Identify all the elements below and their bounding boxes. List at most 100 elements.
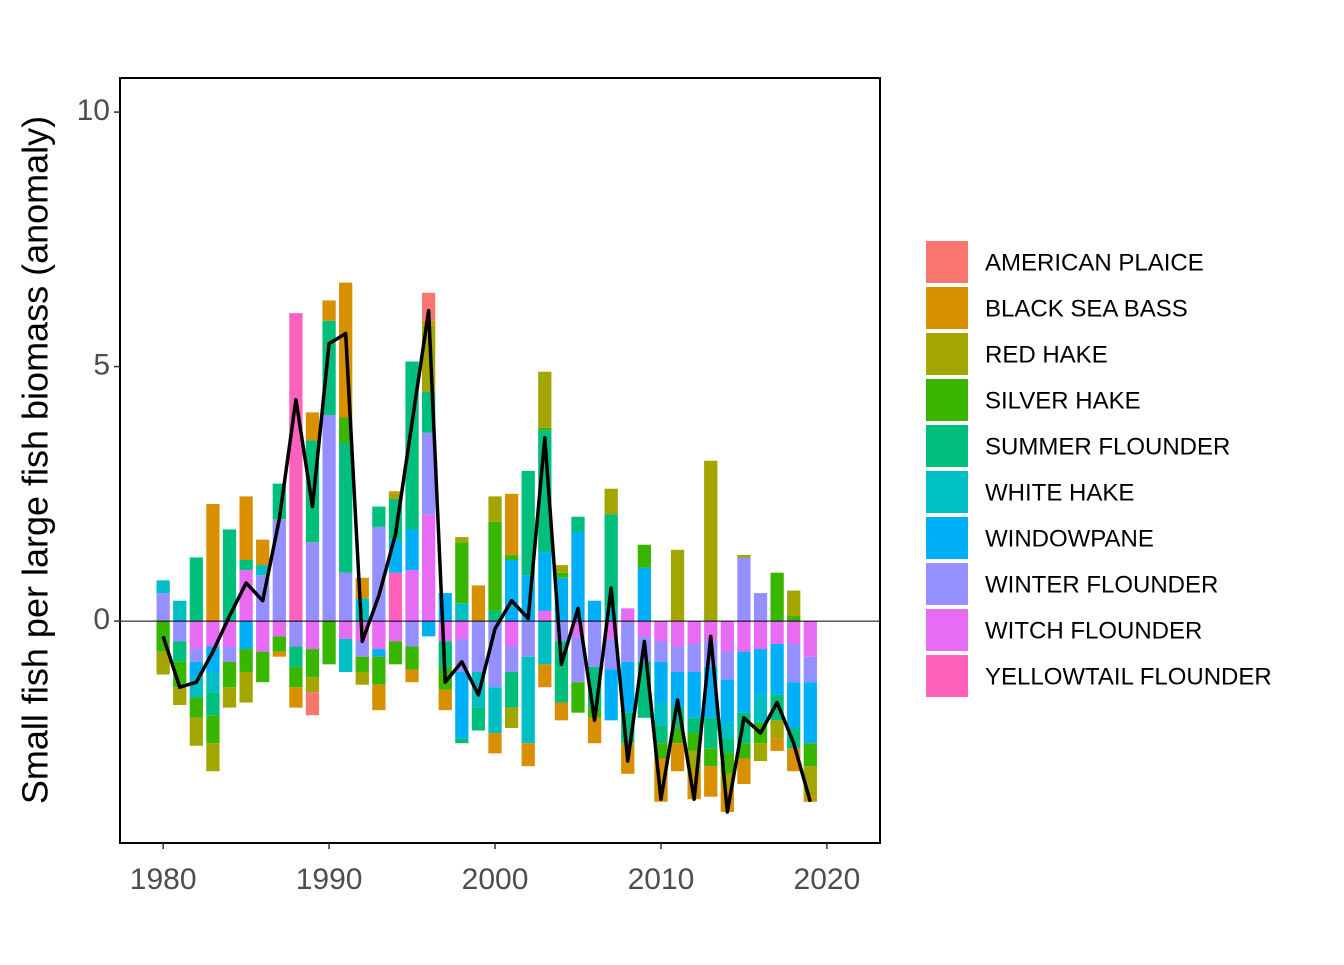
bar-segment (720, 651, 734, 680)
bar-segment (405, 621, 419, 647)
bar-segment (189, 621, 203, 650)
bar-segment (289, 621, 303, 647)
bar-segment (637, 621, 652, 637)
bar-segment (222, 621, 237, 647)
bar-segment (405, 669, 419, 683)
bar-segment (654, 702, 668, 726)
bar-segment (571, 516, 585, 533)
bar-segment (173, 641, 187, 662)
bar-segment (222, 646, 237, 662)
bar-segment (704, 460, 718, 622)
bar-segment (787, 615, 801, 622)
legend-key (926, 563, 968, 605)
bar-segment (488, 496, 502, 522)
bar-segment (256, 651, 270, 683)
bar-segment (305, 542, 320, 622)
bar-segment (388, 491, 403, 494)
bar-segment (720, 738, 734, 754)
bar-segment (720, 679, 734, 723)
bar-segment (488, 687, 502, 734)
bar-segment (405, 646, 419, 670)
bar-segment (355, 641, 369, 657)
bar-segment (438, 621, 452, 642)
bar-segment (372, 684, 386, 711)
y-axis-title: Small fish per large fish biomass (anoma… (15, 116, 56, 804)
bar-segment (372, 656, 386, 685)
bar-segment (372, 506, 386, 527)
bar-segment (305, 649, 320, 678)
bar-segment (422, 621, 436, 637)
bar-segment (504, 621, 519, 647)
bar-segment (753, 593, 768, 622)
bar-segment (654, 621, 668, 642)
bar-segment (587, 600, 602, 622)
bar-segment (704, 766, 718, 797)
bar-segment (604, 638, 618, 670)
bar-segment (339, 638, 353, 672)
bar-segment (737, 554, 751, 558)
bar-segment (687, 643, 701, 672)
bar-segment (670, 727, 685, 744)
bar-segment (637, 567, 652, 622)
bar-segment (538, 552, 552, 611)
bar-segment (305, 412, 320, 441)
bar-segment (206, 743, 220, 772)
legend-label: YELLOWTAIL FLOUNDER (985, 663, 1272, 690)
bar-segment (422, 514, 436, 622)
legend-label: BLACK SEA BASS (985, 295, 1188, 322)
bar-segment (521, 621, 535, 657)
bar-segment (737, 557, 751, 622)
bar-segment (322, 414, 336, 622)
bar-segment (787, 682, 801, 728)
bar-segment (621, 621, 635, 662)
bar-segment (521, 743, 535, 767)
legend-label: RED HAKE (985, 341, 1108, 368)
bar-segment (222, 687, 237, 708)
bar-segment (455, 738, 469, 744)
bar-segment (704, 621, 718, 642)
legend-label: WINDOWPANE (985, 525, 1154, 552)
bar-segment (455, 621, 469, 639)
x-tick-label: 2020 (794, 863, 861, 896)
bar-segment (704, 717, 718, 749)
bar-segment (587, 621, 602, 667)
bar-segment (504, 671, 519, 708)
bar-segment (272, 651, 286, 657)
bar-segment (753, 694, 768, 723)
legend-label: AMERICAN PLAICE (985, 249, 1204, 276)
bar-segment (455, 671, 469, 739)
bar-segment (670, 646, 685, 672)
bar-segment (289, 666, 303, 688)
legend-key (926, 379, 968, 421)
bar-segment (753, 743, 768, 762)
bar-segment (604, 514, 618, 606)
legend-key (926, 287, 968, 329)
x-tick-label: 1990 (296, 863, 363, 896)
bar-segment (355, 656, 369, 672)
bar-segment (787, 590, 801, 616)
legend-label: WITCH FLOUNDER (985, 617, 1202, 644)
bar-segment (803, 743, 817, 767)
bar-segment (422, 432, 436, 515)
bar-segment (753, 649, 768, 695)
bar-segment (621, 661, 635, 713)
bar-segment (654, 725, 668, 744)
bar-segment (305, 692, 320, 716)
bar-segment (704, 748, 718, 767)
bar-segment (504, 554, 519, 561)
bar-segment (538, 610, 552, 622)
bar-segment (687, 621, 701, 644)
bar-segment (272, 621, 286, 637)
bar-segment (538, 371, 552, 428)
bar-segment (289, 313, 303, 622)
bar-segment (770, 621, 784, 644)
bar-segment (422, 292, 436, 321)
bar-segment (654, 641, 668, 662)
bar-segment (571, 532, 585, 622)
bar-segment (504, 646, 519, 672)
legend-label: WHITE HAKE (985, 479, 1134, 506)
bar-segment (372, 526, 386, 622)
bar-segment (305, 677, 320, 693)
bar-segment (770, 738, 784, 751)
bar-segment (256, 539, 270, 566)
